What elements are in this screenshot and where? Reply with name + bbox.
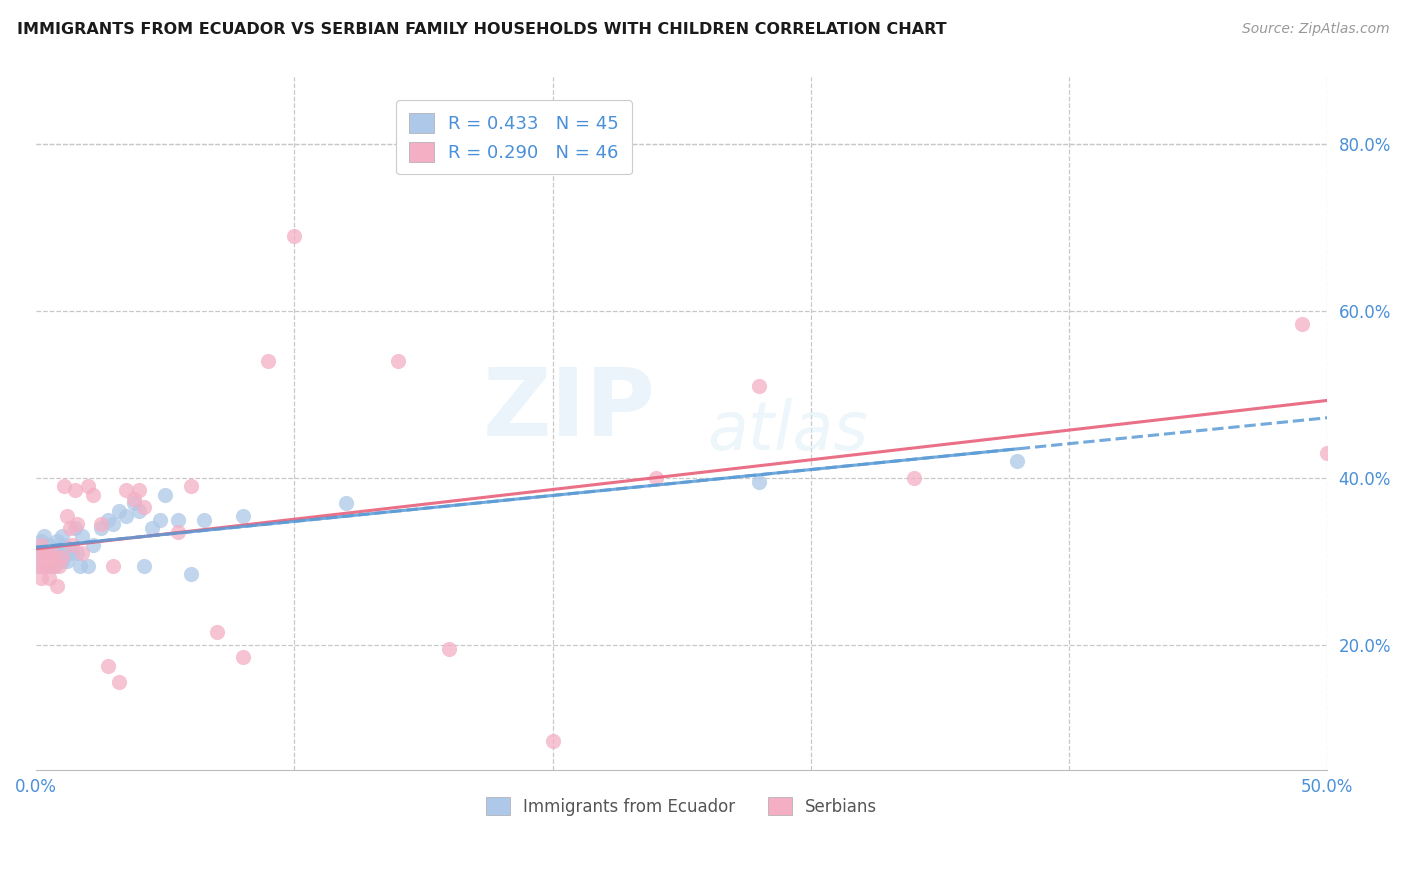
Point [45, 546, 67, 560]
Point [42, 541, 65, 556]
Point [387, 354, 409, 368]
Point [644, 471, 666, 485]
Point [141, 521, 163, 535]
Point [128, 504, 150, 518]
Point [335, 496, 357, 510]
Point [41, 554, 63, 568]
Point [51, 529, 73, 543]
Point [30, 558, 52, 573]
Point [60, 538, 83, 552]
Text: ZIP: ZIP [482, 364, 655, 456]
Point [1291, 317, 1313, 331]
Point [27, 546, 49, 560]
Point [103, 558, 125, 573]
Point [69, 558, 91, 573]
Text: atlas: atlas [707, 398, 869, 464]
Point [903, 471, 925, 485]
Point [30, 571, 52, 585]
Point [32, 541, 55, 556]
Point [89, 516, 111, 531]
Point [42, 550, 65, 565]
Point [107, 504, 129, 518]
Point [38, 538, 60, 552]
Point [60, 546, 83, 560]
Point [41, 546, 63, 560]
Point [76, 558, 98, 573]
Point [128, 483, 150, 498]
Point [180, 479, 202, 493]
Point [66, 546, 89, 560]
Point [115, 483, 138, 498]
Point [748, 475, 770, 490]
Point [283, 229, 305, 244]
Point [257, 354, 280, 368]
Point [167, 525, 190, 540]
Point [180, 566, 202, 581]
Point [232, 650, 254, 665]
Point [30, 538, 52, 552]
Point [541, 733, 564, 747]
Point [82, 488, 104, 502]
Point [1007, 454, 1029, 468]
Point [748, 379, 770, 393]
Point [153, 488, 176, 502]
Point [89, 521, 111, 535]
Point [53, 538, 76, 552]
Point [32, 550, 55, 565]
Point [122, 496, 145, 510]
Text: IMMIGRANTS FROM ECUADOR VS SERBIAN FAMILY HOUSEHOLDS WITH CHILDREN CORRELATION C: IMMIGRANTS FROM ECUADOR VS SERBIAN FAMIL… [17, 22, 946, 37]
Point [58, 541, 80, 556]
Point [232, 508, 254, 523]
Point [53, 479, 76, 493]
Point [45, 579, 67, 593]
Point [205, 625, 228, 640]
Point [42, 558, 65, 573]
Point [45, 533, 67, 548]
Point [134, 500, 156, 515]
Point [30, 533, 52, 548]
Point [97, 513, 120, 527]
Point [72, 529, 94, 543]
Point [193, 513, 215, 527]
Point [56, 554, 79, 568]
Point [63, 521, 86, 535]
Point [38, 571, 60, 585]
Point [134, 558, 156, 573]
Point [149, 513, 172, 527]
Point [107, 675, 129, 690]
Point [437, 642, 460, 657]
Point [72, 546, 94, 560]
Legend: Immigrants from Ecuador, Serbians: Immigrants from Ecuador, Serbians [478, 789, 886, 824]
Point [48, 558, 70, 573]
Point [56, 508, 79, 523]
Point [51, 550, 73, 565]
Point [38, 550, 60, 565]
Point [122, 491, 145, 506]
Point [41, 546, 63, 560]
Point [58, 521, 80, 535]
Point [1316, 446, 1339, 460]
Point [63, 483, 86, 498]
Point [66, 516, 89, 531]
Point [27, 546, 49, 560]
Point [167, 513, 190, 527]
Point [82, 538, 104, 552]
Point [51, 554, 73, 568]
Point [35, 558, 58, 573]
Point [42, 558, 65, 573]
Point [115, 508, 138, 523]
Point [97, 658, 120, 673]
Point [76, 479, 98, 493]
Point [27, 558, 49, 573]
Point [32, 558, 55, 573]
Point [38, 558, 60, 573]
Point [48, 550, 70, 565]
Point [32, 529, 55, 543]
Text: Source: ZipAtlas.com: Source: ZipAtlas.com [1241, 22, 1389, 37]
Point [103, 516, 125, 531]
Point [35, 550, 58, 565]
